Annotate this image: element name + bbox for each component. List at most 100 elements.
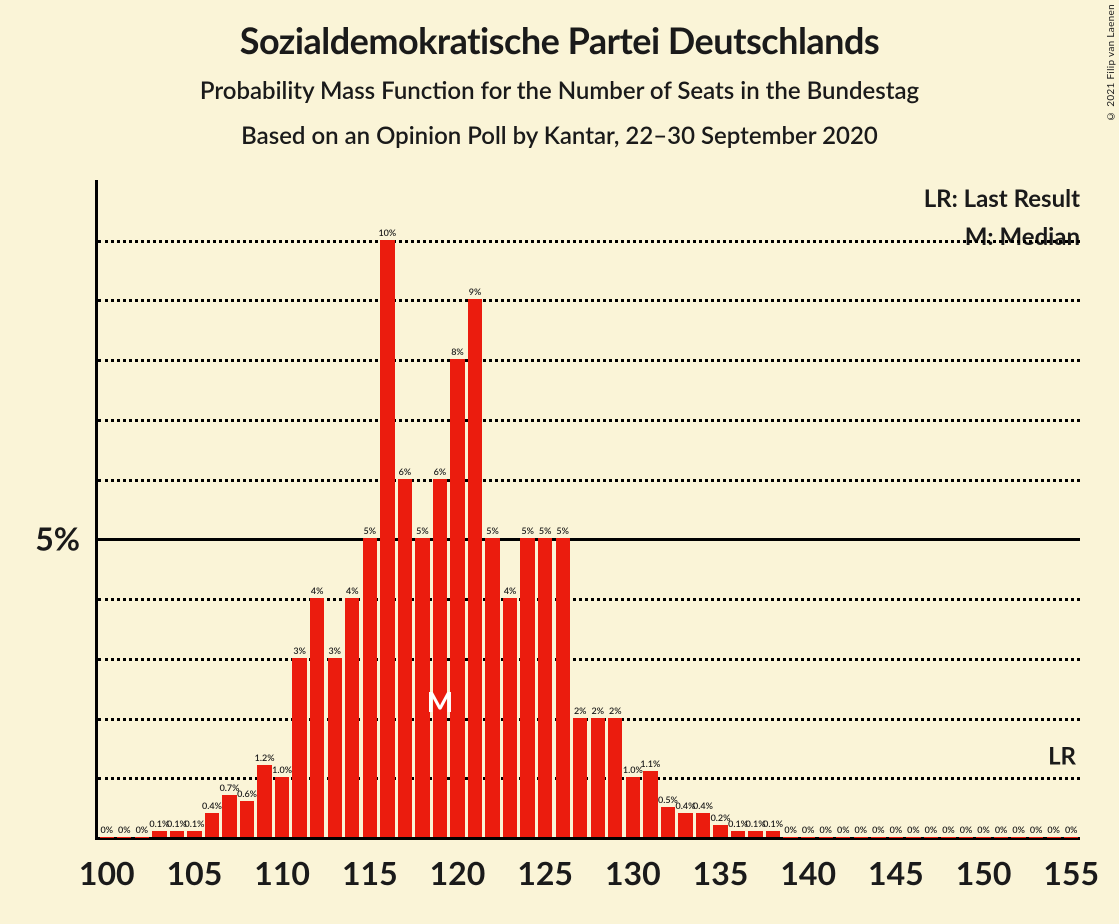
- bar-value-label: 0%: [907, 824, 920, 835]
- bar-value-label: 5%: [556, 525, 569, 536]
- x-tick-label: 155: [1043, 853, 1099, 892]
- bar: 5%: [556, 538, 570, 837]
- x-tick-label: 110: [254, 853, 310, 892]
- bar-value-label: 2%: [592, 705, 605, 716]
- bar: 0%: [976, 837, 990, 838]
- bar-value-label: 4%: [504, 585, 517, 596]
- bar: 0.2%: [713, 825, 727, 837]
- bar-fill: [871, 837, 885, 838]
- bar-value-label: 0%: [872, 824, 885, 835]
- bar: 0%: [819, 837, 833, 838]
- bar: 0%: [924, 837, 938, 838]
- bar: 0.5%: [661, 807, 675, 837]
- bar: 0%: [100, 837, 114, 838]
- bar-value-label: 6%: [399, 466, 412, 477]
- bar-fill: [959, 837, 973, 838]
- bar-fill: [433, 479, 447, 837]
- bar: 1.0%: [626, 777, 640, 837]
- bar-fill: [485, 538, 499, 837]
- x-tick-label: 115: [342, 853, 398, 892]
- bar: 0%: [836, 837, 850, 838]
- bar-fill: [275, 777, 289, 837]
- chart-subtitle-2: Based on an Opinion Poll by Kantar, 22–3…: [0, 121, 1119, 150]
- x-tick-label: 105: [167, 853, 223, 892]
- bar-value-label: 5%: [539, 525, 552, 536]
- bar-fill: [941, 837, 955, 838]
- bar: 3%: [328, 658, 342, 837]
- bar-value-label: 0.1%: [185, 818, 205, 829]
- bar: 4%: [345, 598, 359, 837]
- bar: 5%: [485, 538, 499, 837]
- bar-fill: [678, 813, 692, 837]
- bar: 0%: [994, 837, 1008, 838]
- bar: 0.6%: [240, 801, 254, 837]
- bar-fill: [854, 837, 868, 838]
- bar-value-label: 0%: [1047, 824, 1060, 835]
- bar-fill: [1029, 837, 1043, 838]
- bar-value-label: 5%: [416, 525, 429, 536]
- bar: 6%: [433, 479, 447, 837]
- bar: 5%: [538, 538, 552, 837]
- bar: 10%: [380, 240, 394, 837]
- bar: 0.7%: [222, 795, 236, 837]
- chart-page: © 2021 Filip van Laenen Sozialdemokratis…: [0, 0, 1119, 924]
- bar-fill: [257, 765, 271, 837]
- bar-fill: [152, 831, 166, 837]
- bar-value-label: 0%: [136, 824, 149, 835]
- bar: 0.1%: [731, 831, 745, 837]
- x-tick-label: 150: [956, 853, 1012, 892]
- bar-fill: [748, 831, 762, 837]
- bar-value-label: 9%: [469, 286, 482, 297]
- x-axis: [95, 837, 1080, 840]
- bar: 0.4%: [696, 813, 710, 837]
- bar: 0%: [1029, 837, 1043, 838]
- bar-fill: [626, 777, 640, 837]
- bar-fill: [1047, 837, 1061, 838]
- bar-value-label: 2%: [574, 705, 587, 716]
- bar: 0%: [135, 837, 149, 838]
- bar: 0%: [959, 837, 973, 838]
- bar-fill: [380, 240, 394, 837]
- x-tick-label: 140: [780, 853, 836, 892]
- bar: 0.1%: [766, 831, 780, 837]
- bar: 4%: [310, 598, 324, 837]
- bar-value-label: 0%: [118, 824, 131, 835]
- bar: 3%: [292, 658, 306, 837]
- bars-container: 0%0%0%0.1%0.1%0.1%0.4%0.7%0.6%1.2%1.0%3%…: [98, 180, 1080, 837]
- bar-fill: [801, 837, 815, 838]
- x-tick-label: 130: [605, 853, 661, 892]
- bar-value-label: 3%: [328, 645, 341, 656]
- bar-fill: [556, 538, 570, 837]
- bar-value-label: 0%: [925, 824, 938, 835]
- bar: 0%: [783, 837, 797, 838]
- x-tick-label: 120: [430, 853, 486, 892]
- x-tick-label: 135: [693, 853, 749, 892]
- bar-value-label: 6%: [434, 466, 447, 477]
- bar-fill: [538, 538, 552, 837]
- bar: 2%: [573, 718, 587, 837]
- bar-fill: [766, 831, 780, 837]
- bar-value-label: 5%: [521, 525, 534, 536]
- bar-fill: [468, 299, 482, 837]
- bar-fill: [889, 837, 903, 838]
- bar: 0%: [117, 837, 131, 838]
- bar: 8%: [450, 359, 464, 837]
- bar-value-label: 2%: [609, 705, 622, 716]
- y-tick-label: 5%: [35, 519, 80, 558]
- bar-value-label: 4%: [311, 585, 324, 596]
- bar-fill: [994, 837, 1008, 838]
- bar-fill: [398, 479, 412, 837]
- bar: 1.2%: [257, 765, 271, 837]
- bar-fill: [906, 837, 920, 838]
- bar: 1.0%: [275, 777, 289, 837]
- bar-fill: [924, 837, 938, 838]
- bar-value-label: 3%: [293, 645, 306, 656]
- x-tick-label: 100: [79, 853, 135, 892]
- bar-fill: [573, 718, 587, 837]
- bar-fill: [135, 837, 149, 838]
- plot-area: LR: Last Result M: Median 5% 10010511011…: [95, 180, 1080, 840]
- bar-value-label: 4%: [346, 585, 359, 596]
- bar-fill: [819, 837, 833, 838]
- bar-value-label: 0%: [890, 824, 903, 835]
- bar-fill: [100, 837, 114, 838]
